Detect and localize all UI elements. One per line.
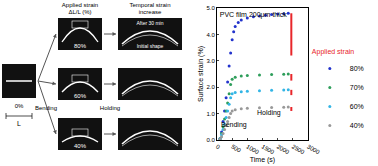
- svg-text:70%: 70%: [350, 84, 364, 91]
- svg-text:5.0: 5.0: [206, 5, 215, 11]
- svg-text:PVC film 200μm thick: PVC film 200μm thick: [220, 11, 288, 19]
- svg-text:ΔL/L (%): ΔL/L (%): [68, 9, 91, 15]
- svg-text:Holding: Holding: [100, 105, 120, 111]
- svg-text:0: 0: [215, 143, 221, 150]
- svg-text:2000: 2000: [276, 143, 291, 155]
- svg-text:3000: 3000: [306, 143, 321, 155]
- svg-text:500: 500: [230, 143, 242, 154]
- svg-text:1000: 1000: [245, 143, 260, 155]
- svg-text:Holding: Holding: [257, 109, 281, 117]
- svg-text:Surface strain (%): Surface strain (%): [197, 46, 205, 102]
- svg-text:increase: increase: [139, 9, 162, 15]
- svg-text:3.0: 3.0: [206, 58, 215, 64]
- svg-text:80%: 80%: [74, 43, 87, 49]
- svg-text:40%: 40%: [74, 143, 87, 149]
- svg-text:2500: 2500: [291, 143, 306, 155]
- svg-text:After 30 min: After 30 min: [137, 20, 164, 26]
- svg-text:2.0: 2.0: [206, 84, 215, 90]
- svg-text:Initial shape: Initial shape: [137, 43, 164, 49]
- svg-text:Applied strain: Applied strain: [312, 48, 355, 56]
- svg-text:80%: 80%: [350, 65, 364, 72]
- svg-text:0.0: 0.0: [206, 137, 215, 143]
- svg-text:Time (s): Time (s): [250, 156, 275, 164]
- svg-text:4.0: 4.0: [206, 32, 215, 38]
- svg-text:60%: 60%: [350, 103, 364, 110]
- svg-text:40%: 40%: [350, 122, 364, 129]
- svg-text:1500: 1500: [261, 143, 276, 155]
- svg-text:Bending: Bending: [221, 121, 247, 129]
- svg-text:Applied strain: Applied strain: [62, 2, 98, 8]
- svg-text:Temporal strain: Temporal strain: [129, 2, 170, 8]
- svg-text:Bending: Bending: [35, 105, 57, 111]
- svg-text:60%: 60%: [74, 93, 87, 99]
- svg-text:1.0: 1.0: [206, 111, 215, 117]
- svg-text:L: L: [17, 120, 21, 127]
- svg-text:0%: 0%: [15, 103, 24, 109]
